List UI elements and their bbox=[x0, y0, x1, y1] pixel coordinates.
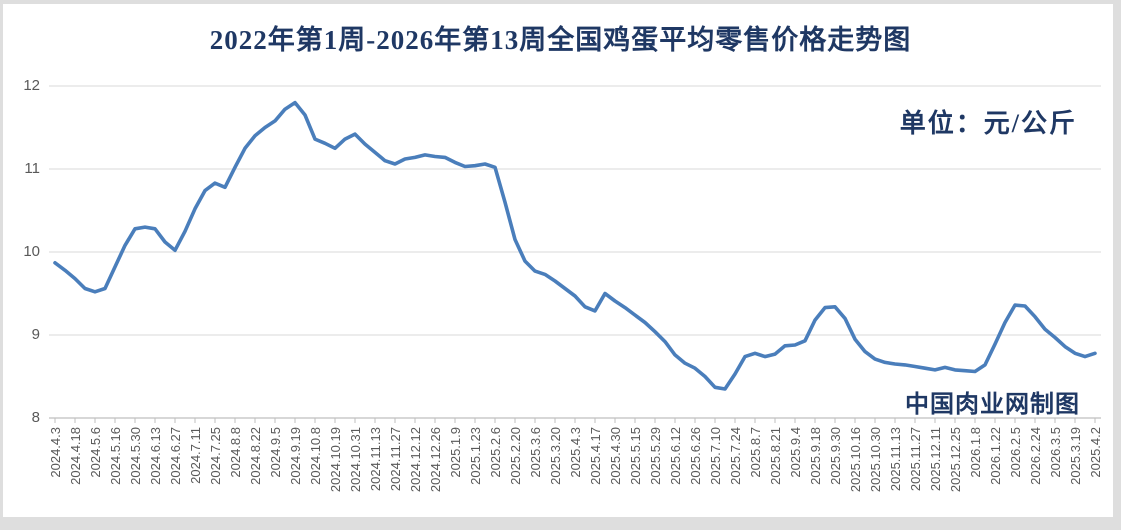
price-line bbox=[53, 100, 1097, 391]
x-axis-tick-label: 2025.4.2 bbox=[1087, 427, 1103, 478]
chart-canvas bbox=[3, 4, 1113, 517]
x-axis-tick-label: 2026.1.22 bbox=[987, 427, 1003, 485]
x-axis-tick-label: 2025.1.9 bbox=[447, 427, 463, 478]
x-axis-tick-label: 2024.10.8 bbox=[307, 427, 323, 485]
x-axis-tick-label: 2025.6.12 bbox=[667, 427, 683, 485]
x-axis-tick-label: 2024.6.13 bbox=[147, 427, 163, 485]
x-axis-tick-label: 2025.12.25 bbox=[947, 427, 963, 493]
x-axis-tick-label: 2025.4.17 bbox=[587, 427, 603, 485]
x-axis-tick-label: 2025.11.27 bbox=[907, 427, 923, 492]
x-axis-tick-label: 2025.7.24 bbox=[727, 427, 743, 485]
x-axis-tick-label: 2024.8.22 bbox=[247, 427, 263, 485]
x-axis-tick-label: 2026.2.24 bbox=[1027, 427, 1043, 485]
x-axis-tick-label: 2025.3.6 bbox=[527, 427, 543, 478]
x-axis-tick-label: 2026.1.8 bbox=[967, 427, 983, 478]
x-axis-tick-label: 2025.4.3 bbox=[567, 427, 583, 478]
x-axis-tick-label: 2026.2.5 bbox=[1007, 427, 1023, 478]
unit-label: 单位：元/公斤 bbox=[899, 109, 1077, 138]
x-axis-tick-label: 2024.12.26 bbox=[427, 427, 443, 493]
x-axis-tick-label: 2024.5.6 bbox=[87, 427, 103, 478]
x-axis-tick-label: 2024.9.19 bbox=[287, 427, 303, 485]
x-axis-tick-label: 2024.11.27 bbox=[387, 427, 403, 492]
x-axis-tick-label: 2024.10.19 bbox=[327, 427, 343, 493]
x-axis-tick-label: 2025.10.30 bbox=[867, 427, 883, 493]
x-axis-tick-label: 2024.4.3 bbox=[47, 427, 63, 478]
x-axis-tick-label: 2024.4.18 bbox=[67, 427, 83, 485]
chart-title: 2022年第1周-2026年第13周全国鸡蛋平均零售价格走势图 bbox=[209, 25, 912, 55]
y-axis-tick-label: 9 bbox=[31, 326, 40, 343]
x-axis-tick-label: 2025.8.7 bbox=[747, 427, 763, 478]
x-axis-tick-label: 2025.12.11 bbox=[927, 427, 943, 492]
x-axis-tick-label: 2026.3.5 bbox=[1047, 427, 1063, 478]
x-axis-tick-label: 2024.10.31 bbox=[347, 427, 363, 493]
x-axis-tick-label: 2025.5.29 bbox=[647, 427, 663, 485]
x-axis-tick-label: 2025.8.21 bbox=[767, 427, 783, 485]
y-axis-tick-label: 8 bbox=[31, 409, 40, 426]
x-axis-tick-label: 2024.5.30 bbox=[127, 427, 143, 485]
x-axis-tick-label: 2025.9.18 bbox=[807, 427, 823, 485]
x-axis-tick-label: 2025.9.30 bbox=[827, 427, 843, 485]
x-axis-tick-label: 2025.2.6 bbox=[487, 427, 503, 478]
y-axis-tick-label: 12 bbox=[23, 77, 40, 94]
y-axis-tick-label: 10 bbox=[23, 243, 40, 260]
x-axis-tick-label: 2025.1.23 bbox=[467, 427, 483, 485]
x-axis-tick-label: 2025.4.30 bbox=[607, 427, 623, 485]
watermark-label: 中国肉业网制图 bbox=[905, 392, 1080, 418]
x-axis-tick-label: 2025.3.19 bbox=[1067, 427, 1083, 485]
x-axis-tick-label: 2024.9.5 bbox=[267, 427, 283, 478]
x-axis-tick-label: 2024.6.27 bbox=[167, 427, 183, 485]
x-axis-tick-label: 2024.11.13 bbox=[367, 427, 383, 492]
x-axis-tick-label: 2024.7.25 bbox=[207, 427, 223, 485]
x-axis-tick-label: 2025.10.16 bbox=[847, 427, 863, 493]
x-axis-tick-label: 2025.3.20 bbox=[547, 427, 563, 485]
x-axis-tick-label: 2025.11.13 bbox=[887, 427, 903, 492]
x-axis-tick-label: 2025.5.15 bbox=[627, 427, 643, 485]
x-axis-tick-label: 2025.2.20 bbox=[507, 427, 523, 485]
x-axis-tick-label: 2025.6.26 bbox=[687, 427, 703, 485]
x-axis-tick-label: 2024.8.8 bbox=[227, 427, 243, 478]
x-axis-tick-label: 2024.7.11 bbox=[187, 427, 203, 484]
y-axis-tick-label: 11 bbox=[24, 160, 40, 177]
x-axis-tick-label: 2025.9.4 bbox=[787, 427, 803, 478]
x-axis-tick-label: 2024.5.16 bbox=[107, 427, 123, 485]
x-axis-tick-label: 2024.12.12 bbox=[407, 427, 423, 493]
x-axis-tick-label: 2025.7.10 bbox=[707, 427, 723, 485]
